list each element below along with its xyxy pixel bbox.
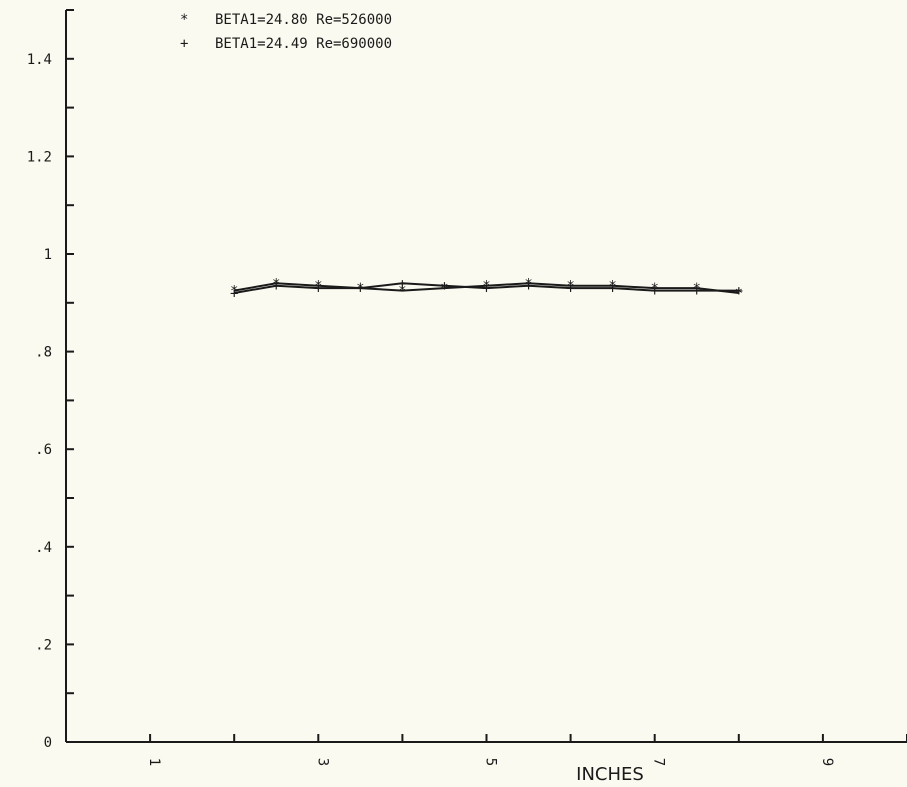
y-tick-label-3: .6 [35, 442, 52, 458]
series-2-point-5: + [440, 279, 448, 295]
y-tick-label-6: 1.2 [27, 149, 52, 165]
y-tick-label-5: 1 [44, 247, 52, 263]
series-1-point-11: * [693, 281, 701, 297]
legend: * BETA1=24.80 Re=526000 + BETA1=24.49 Re… [180, 12, 392, 52]
series-2-point-12: + [735, 284, 743, 300]
y-tick-label-7: 1.4 [27, 52, 52, 68]
legend-label-1: BETA1=24.80 Re=526000 [215, 12, 392, 28]
series-1-point-0: * [230, 284, 238, 300]
series-2-point-4: + [398, 276, 406, 292]
y-tick-label-4: .8 [35, 345, 52, 361]
series-2-point-11: + [693, 284, 701, 300]
legend-marker-1: * [180, 12, 188, 28]
x-tick-label-2: 5 [483, 758, 499, 766]
y-ticks: 0 .2 .4 .6 .8 1 1.2 1.4 [27, 52, 74, 751]
series-2-point-0: + [230, 286, 238, 302]
series-1-point-10: * [650, 281, 658, 297]
series-2-point-8: + [566, 281, 574, 297]
y-tick-label-2: .4 [35, 540, 52, 556]
series-layer: * * * * * * * * * * * * *+ + + + + + + + + + + + + [230, 276, 743, 302]
series-2-point-3: + [356, 281, 364, 297]
legend-marker-2: + [180, 36, 188, 52]
series-2-point-7: + [524, 279, 532, 295]
series-2-point-10: + [650, 284, 658, 300]
legend-label-2: BETA1=24.49 Re=690000 [215, 36, 392, 52]
series-2-point-9: + [608, 281, 616, 297]
x-tick-label-4: 9 [819, 758, 835, 766]
series-2-point-2: + [314, 281, 322, 297]
x-tick-label-0: 1 [146, 758, 162, 766]
series-2-point-6: + [482, 281, 490, 297]
series-1-point-7: * [524, 276, 532, 292]
x-tick-label-3: 7 [651, 758, 667, 766]
y-tick-label-1: .2 [35, 637, 52, 653]
series-1-point-4: * [398, 284, 406, 300]
series-1-line [234, 282, 739, 295]
series-1-point-9: * [608, 279, 616, 295]
series-1-point-1: * [272, 276, 280, 292]
series-2-point-1: + [272, 279, 280, 295]
y-tick-label-0: 0 [44, 735, 52, 751]
x-tick-label-1: 3 [314, 758, 330, 766]
series-1-point-2: * [314, 279, 322, 295]
series-1-point-5: * [440, 281, 448, 297]
series-2-line [234, 282, 739, 295]
series-1-point-12: * [735, 286, 743, 302]
x-ticks: 1 3 5 7 9 [146, 734, 907, 766]
series-1-point-8: * [566, 279, 574, 295]
series-1-point-6: * [482, 279, 490, 295]
x-axis-label: INCHES [576, 764, 644, 785]
